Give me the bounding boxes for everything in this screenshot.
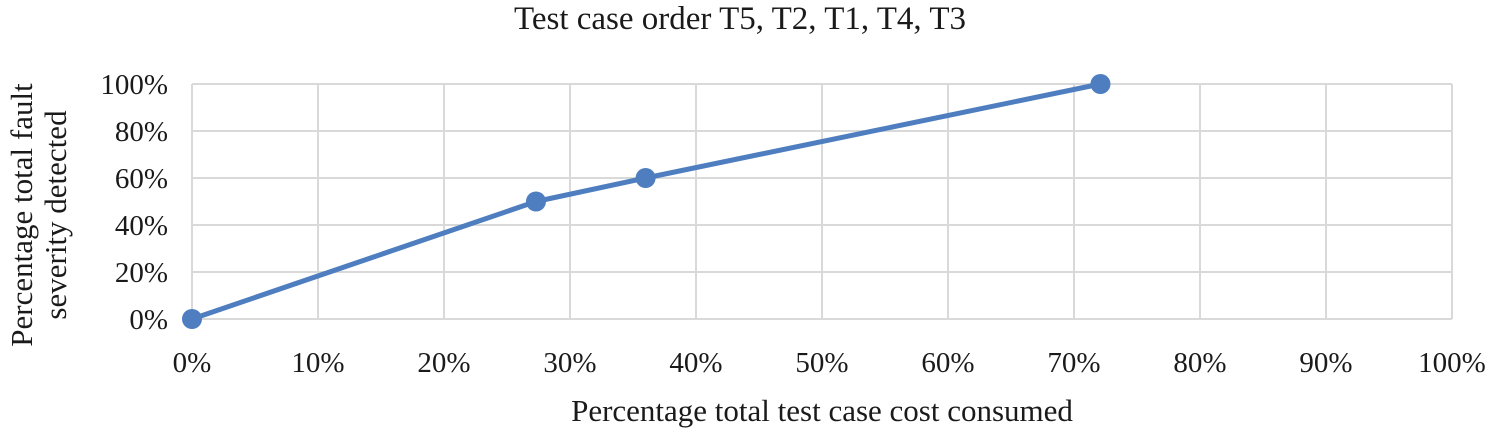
data-point: [1090, 74, 1111, 94]
x-tick-label: 20%: [417, 347, 470, 379]
x-axis-ticks: 0% 10% 20% 30% 40% 50% 60% 70% 80% 90% 100%: [173, 347, 1486, 379]
chart-title: Test case order T5, T2, T1, T4, T3: [514, 1, 966, 37]
x-tick-label: 100%: [1418, 347, 1486, 379]
x-tick-label: 70%: [1047, 347, 1100, 379]
x-tick-label: 30%: [543, 347, 596, 379]
x-tick-label: 40%: [669, 347, 722, 379]
y-tick-label: 0%: [129, 304, 168, 336]
series-layer: [182, 74, 1111, 329]
x-axis-title: Percentage total test case cost consumed: [571, 393, 1073, 428]
x-tick-label: 50%: [795, 347, 848, 379]
grid: [191, 83, 1453, 320]
x-tick-label: 10%: [291, 347, 344, 379]
data-point: [182, 309, 202, 329]
y-axis-ticks: 0% 20% 40% 60% 80% 100%: [100, 69, 168, 336]
series-line: [189, 81, 1103, 322]
y-tick-label: 40%: [115, 210, 168, 242]
y-tick-label: 100%: [100, 69, 168, 101]
x-tick-label: 80%: [1173, 347, 1226, 379]
x-tick-label: 90%: [1299, 347, 1352, 379]
y-tick-label: 60%: [115, 163, 168, 195]
y-tick-label: 80%: [115, 116, 168, 148]
x-tick-label: 60%: [921, 347, 974, 379]
data-point: [635, 168, 656, 188]
y-axis-title-line-1: Percentage total fault: [4, 83, 39, 347]
x-tick-label: 0%: [173, 347, 212, 379]
y-axis-title: Percentage total fault severity detected: [4, 83, 73, 347]
y-axis-title-line-2: severity detected: [38, 110, 73, 320]
data-point: [525, 191, 546, 212]
y-tick-label: 20%: [115, 257, 168, 289]
